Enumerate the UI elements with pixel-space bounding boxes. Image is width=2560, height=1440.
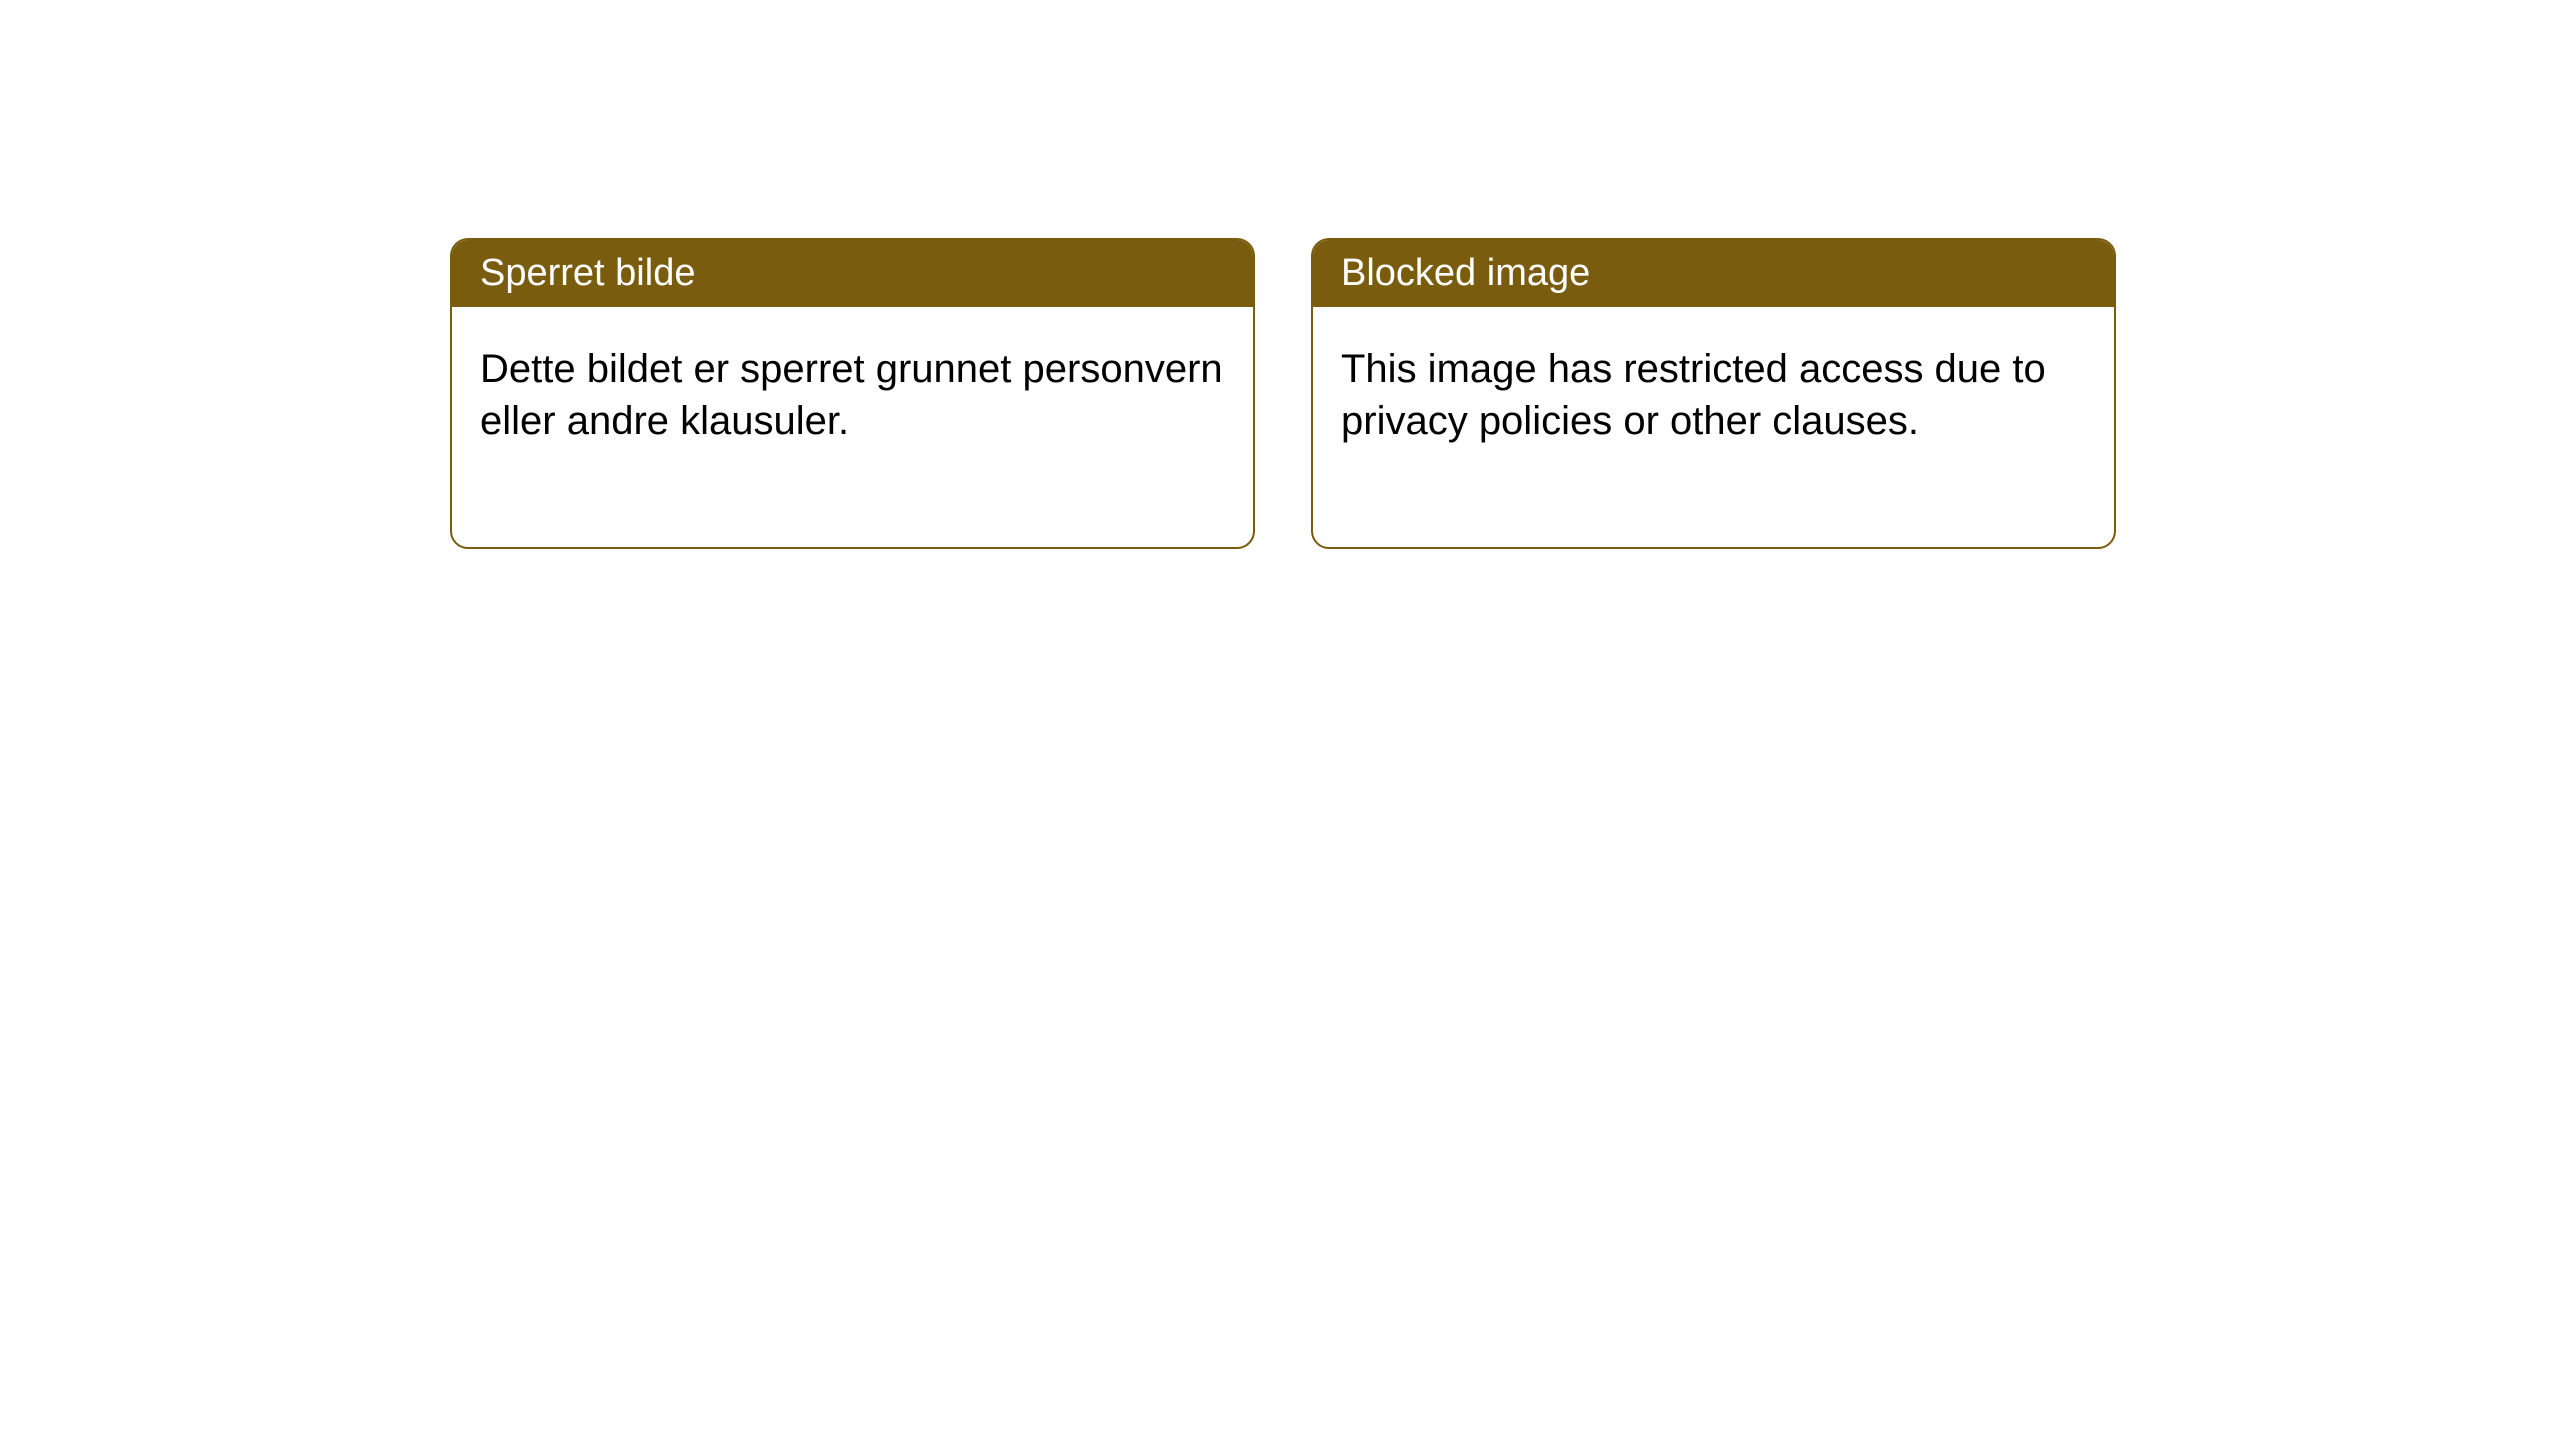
notice-header: Blocked image [1313,240,2114,307]
notice-body-text: Dette bildet er sperret grunnet personve… [480,347,1223,443]
notice-title: Blocked image [1341,252,1590,294]
notice-body: Dette bildet er sperret grunnet personve… [452,307,1253,547]
notice-header: Sperret bilde [452,240,1253,307]
notice-body: This image has restricted access due to … [1313,307,2114,547]
notice-title: Sperret bilde [480,252,695,294]
notice-box-english: Blocked image This image has restricted … [1311,238,2116,549]
notice-box-norwegian: Sperret bilde Dette bildet er sperret gr… [450,238,1255,549]
notice-body-text: This image has restricted access due to … [1341,347,2046,443]
notice-container: Sperret bilde Dette bildet er sperret gr… [0,0,2560,549]
